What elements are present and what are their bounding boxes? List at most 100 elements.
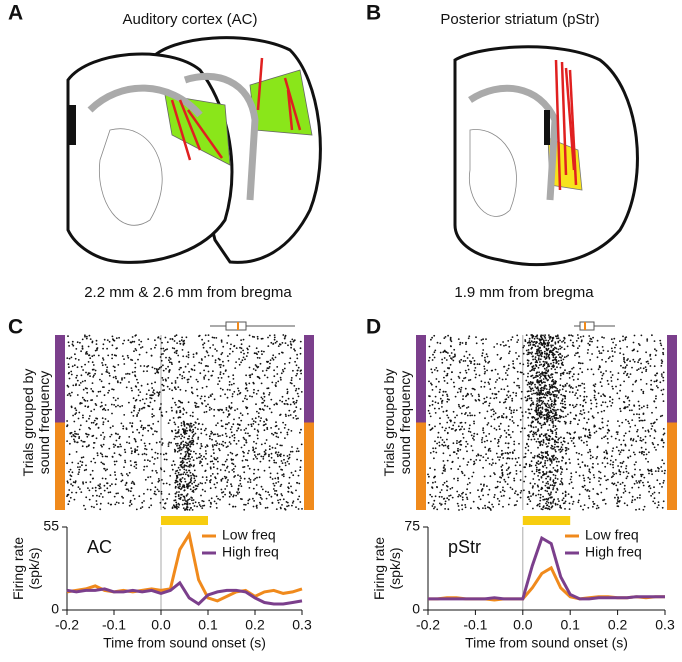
spike bbox=[96, 347, 99, 349]
spike bbox=[616, 433, 619, 435]
spike bbox=[103, 436, 106, 438]
spike bbox=[526, 442, 528, 445]
spike bbox=[530, 422, 533, 424]
spike bbox=[121, 378, 123, 381]
spike bbox=[154, 451, 157, 454]
spike bbox=[537, 421, 539, 424]
spike bbox=[514, 492, 516, 495]
spike bbox=[433, 507, 435, 510]
spike bbox=[286, 455, 289, 457]
spike bbox=[547, 492, 550, 495]
spike bbox=[239, 346, 241, 349]
spike bbox=[125, 481, 128, 484]
spike bbox=[147, 424, 149, 427]
spike bbox=[656, 372, 659, 375]
spike bbox=[457, 505, 460, 507]
spike bbox=[553, 446, 556, 448]
spike bbox=[549, 409, 552, 412]
spike bbox=[470, 445, 473, 447]
spike bbox=[86, 433, 88, 436]
spike bbox=[449, 363, 452, 366]
spike bbox=[154, 490, 156, 493]
spike bbox=[561, 385, 564, 387]
spike bbox=[296, 481, 298, 484]
spike bbox=[175, 334, 178, 337]
spike bbox=[143, 452, 146, 455]
spike bbox=[79, 466, 81, 468]
spike bbox=[239, 475, 242, 478]
spike bbox=[580, 454, 583, 456]
spike bbox=[256, 353, 258, 356]
spike bbox=[554, 412, 557, 415]
spike bbox=[546, 480, 549, 483]
spike bbox=[549, 478, 552, 481]
spike bbox=[204, 334, 207, 337]
spike bbox=[471, 414, 473, 417]
spike bbox=[184, 429, 187, 431]
spike bbox=[663, 479, 665, 482]
spike bbox=[503, 490, 506, 493]
spike bbox=[114, 399, 117, 402]
spike bbox=[184, 444, 187, 446]
spike bbox=[597, 368, 600, 371]
spike bbox=[107, 391, 109, 394]
spike bbox=[587, 411, 590, 413]
spike bbox=[173, 340, 176, 342]
spike bbox=[178, 482, 181, 485]
spike bbox=[269, 476, 272, 479]
spike bbox=[197, 380, 199, 383]
spike bbox=[174, 429, 177, 432]
spike bbox=[142, 370, 145, 373]
spike bbox=[134, 366, 137, 369]
spike bbox=[502, 457, 505, 459]
spike bbox=[642, 367, 645, 370]
spike bbox=[81, 461, 84, 464]
spike bbox=[572, 437, 575, 439]
spike bbox=[529, 344, 532, 346]
spike bbox=[75, 376, 78, 379]
spike bbox=[190, 477, 193, 479]
spike bbox=[146, 488, 149, 491]
spike bbox=[576, 389, 579, 391]
spike bbox=[218, 449, 221, 452]
spike bbox=[115, 460, 118, 463]
spike bbox=[154, 458, 156, 460]
spike bbox=[472, 437, 474, 440]
spike bbox=[568, 372, 571, 375]
spike bbox=[550, 506, 553, 509]
spike bbox=[134, 348, 137, 350]
spike bbox=[290, 485, 292, 488]
spike bbox=[636, 429, 639, 431]
spike bbox=[444, 390, 447, 393]
spike bbox=[552, 479, 555, 482]
spike bbox=[550, 444, 553, 447]
spike bbox=[654, 502, 656, 505]
spike bbox=[201, 500, 204, 502]
spike bbox=[561, 398, 564, 400]
spike bbox=[292, 474, 295, 477]
spike bbox=[186, 450, 189, 453]
spike bbox=[648, 484, 651, 487]
spike bbox=[145, 398, 148, 400]
spike bbox=[428, 395, 430, 397]
spike bbox=[187, 498, 190, 501]
spike bbox=[564, 508, 566, 510]
spike bbox=[449, 339, 452, 341]
spike bbox=[90, 505, 93, 508]
spike bbox=[438, 441, 441, 444]
spike bbox=[499, 422, 502, 425]
spike bbox=[113, 460, 116, 463]
spike bbox=[646, 340, 649, 342]
spike bbox=[642, 484, 645, 487]
spike bbox=[472, 357, 474, 359]
spike bbox=[241, 359, 244, 362]
spike bbox=[146, 365, 149, 368]
spike bbox=[434, 447, 437, 450]
spike bbox=[570, 496, 573, 499]
spike bbox=[440, 504, 442, 506]
spike bbox=[557, 438, 560, 441]
spike bbox=[532, 401, 534, 404]
spike bbox=[557, 441, 559, 444]
spike bbox=[535, 365, 538, 368]
spike bbox=[616, 392, 619, 395]
